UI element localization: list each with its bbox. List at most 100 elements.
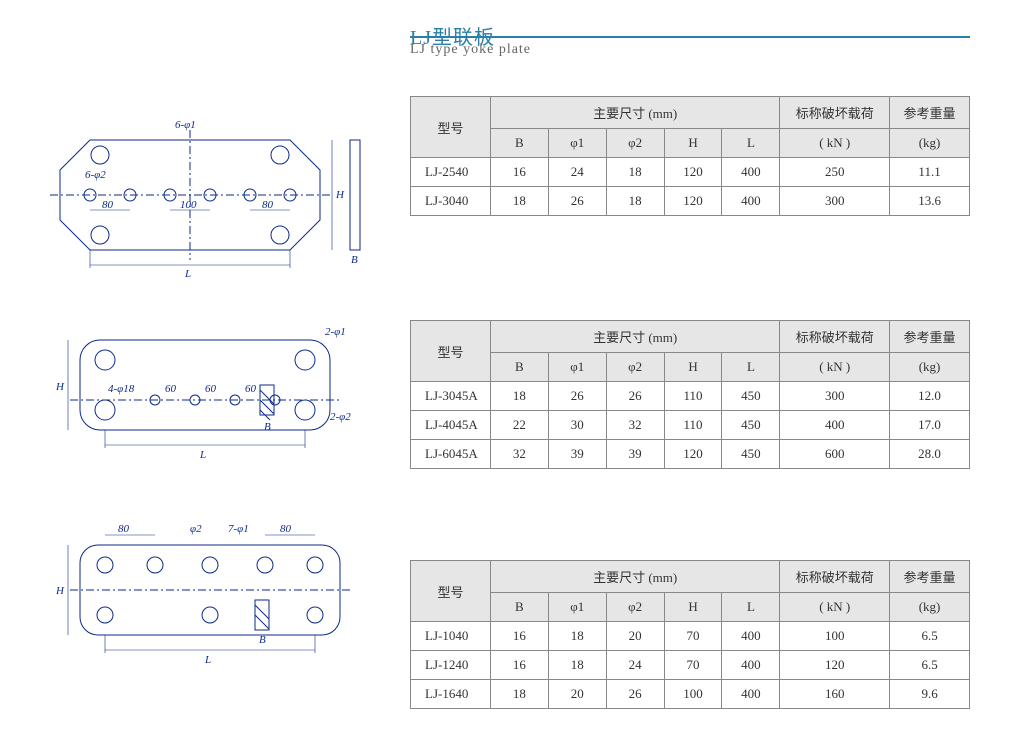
table-row: LJ-3045A18262611045030012.0 (411, 382, 970, 411)
cell-model: LJ-4045A (411, 411, 491, 440)
col-model: 型号 (411, 97, 491, 158)
col-load-unit: ( kN ) (780, 593, 890, 622)
table-row: LJ-4045A22303211045040017.0 (411, 411, 970, 440)
col-phi2: φ2 (606, 593, 664, 622)
col-H: H (664, 593, 722, 622)
d3-80b: 80 (280, 523, 292, 535)
table-row: LJ-16401820261004001609.6 (411, 680, 970, 709)
col-phi1: φ1 (548, 593, 606, 622)
cell-model: LJ-3040 (411, 187, 491, 216)
d3-80a: 80 (118, 523, 130, 535)
col-weight: 参考重量 (890, 321, 970, 353)
d3-7phi1: 7-φ1 (228, 523, 249, 535)
col-model: 型号 (411, 321, 491, 382)
col-H: H (664, 353, 722, 382)
cell-B: 16 (490, 622, 548, 651)
d1-H: H (335, 189, 345, 201)
d2-top-label: 2-φ1 (325, 326, 346, 338)
d1-B: B (351, 254, 358, 266)
cell-load: 600 (780, 440, 890, 469)
col-B: B (490, 593, 548, 622)
cell-weight: 13.6 (890, 187, 970, 216)
table-row: LJ-1240161824704001206.5 (411, 651, 970, 680)
d1-80a: 80 (102, 199, 114, 211)
d2-60c: 60 (245, 383, 257, 395)
cell-phi1: 20 (548, 680, 606, 709)
cell-H: 120 (664, 440, 722, 469)
cell-load: 400 (780, 411, 890, 440)
cell-model: LJ-1640 (411, 680, 491, 709)
col-L: L (722, 129, 780, 158)
cell-load: 300 (780, 382, 890, 411)
cell-phi1: 24 (548, 158, 606, 187)
d1-80b: 80 (262, 199, 274, 211)
col-H: H (664, 129, 722, 158)
cell-H: 110 (664, 382, 722, 411)
d3-H: H (55, 585, 65, 597)
cell-L: 450 (722, 382, 780, 411)
cell-H: 110 (664, 411, 722, 440)
cell-B: 18 (490, 187, 548, 216)
col-phi1: φ1 (548, 353, 606, 382)
col-load-unit: ( kN ) (780, 129, 890, 158)
cell-B: 18 (490, 680, 548, 709)
cell-B: 22 (490, 411, 548, 440)
cell-phi2: 26 (606, 382, 664, 411)
cell-phi1: 26 (548, 382, 606, 411)
cell-model: LJ-2540 (411, 158, 491, 187)
cell-L: 400 (722, 187, 780, 216)
cell-phi1: 18 (548, 622, 606, 651)
cell-model: LJ-1040 (411, 622, 491, 651)
d1-left-label: 6-φ2 (85, 169, 106, 181)
d1-top-label: 6-φ1 (175, 119, 196, 131)
cell-weight: 9.6 (890, 680, 970, 709)
table-row: LJ-6045A32393912045060028.0 (411, 440, 970, 469)
d2-H: H (55, 381, 65, 393)
col-phi2: φ2 (606, 353, 664, 382)
col-model: 型号 (411, 561, 491, 622)
col-weight: 参考重量 (890, 561, 970, 593)
cell-phi1: 18 (548, 651, 606, 680)
cell-B: 32 (490, 440, 548, 469)
diagram-3: 80 80 φ2 7-φ1 L H B (50, 520, 390, 680)
col-B: B (490, 129, 548, 158)
cell-L: 400 (722, 680, 780, 709)
diagram-1: 6-φ1 6-φ2 80 100 80 L H B (30, 110, 390, 280)
col-dims-group: 主要尺寸 (mm) (490, 97, 779, 129)
col-dims-group: 主要尺寸 (mm) (490, 561, 779, 593)
cell-phi2: 18 (606, 158, 664, 187)
cell-load: 100 (780, 622, 890, 651)
d1-L: L (184, 268, 191, 280)
cell-H: 70 (664, 622, 722, 651)
table-row: LJ-254016241812040025011.1 (411, 158, 970, 187)
page-subtitle: LJ type yoke plate (410, 36, 970, 58)
col-weight-unit: (kg) (890, 129, 970, 158)
cell-phi1: 26 (548, 187, 606, 216)
col-weight-unit: (kg) (890, 593, 970, 622)
d2-60b: 60 (205, 383, 217, 395)
cell-weight: 6.5 (890, 651, 970, 680)
cell-phi1: 30 (548, 411, 606, 440)
cell-load: 120 (780, 651, 890, 680)
d2-bot-label: 2-φ2 (330, 411, 351, 423)
d2-L: L (199, 449, 206, 461)
cell-phi2: 24 (606, 651, 664, 680)
cell-phi2: 26 (606, 680, 664, 709)
d3-L: L (204, 654, 211, 666)
cell-B: 16 (490, 651, 548, 680)
col-load: 标称破坏载荷 (780, 321, 890, 353)
cell-phi2: 32 (606, 411, 664, 440)
cell-H: 120 (664, 158, 722, 187)
cell-weight: 6.5 (890, 622, 970, 651)
d2-B: B (264, 421, 271, 433)
col-weight: 参考重量 (890, 97, 970, 129)
cell-weight: 28.0 (890, 440, 970, 469)
cell-weight: 17.0 (890, 411, 970, 440)
d1-100: 100 (180, 199, 197, 211)
d2-mid-label: 4-φ18 (108, 383, 135, 395)
d3-B: B (259, 634, 266, 646)
col-phi1: φ1 (548, 129, 606, 158)
cell-model: LJ-1240 (411, 651, 491, 680)
col-weight-unit: (kg) (890, 353, 970, 382)
spec-table-1: 型号主要尺寸 (mm)标称破坏载荷参考重量Bφ1φ2HL( kN )(kg)LJ… (410, 96, 970, 216)
